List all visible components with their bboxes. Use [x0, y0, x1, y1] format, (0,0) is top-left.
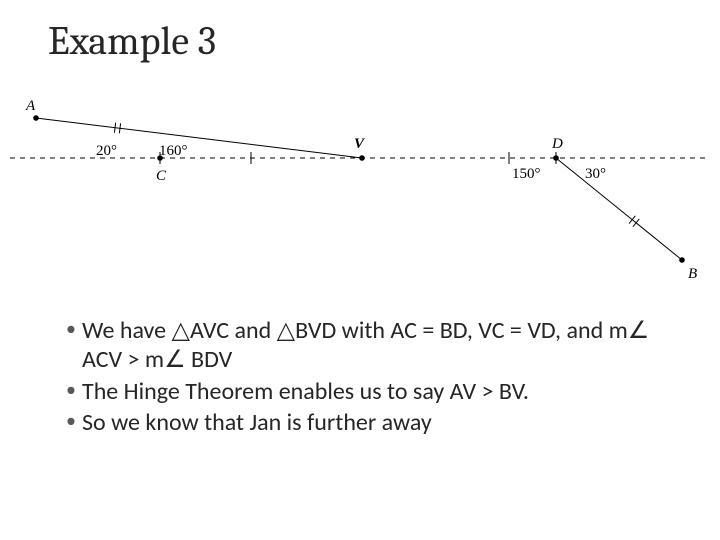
svg-text:B: B	[688, 266, 697, 282]
slide-title: Example 3	[48, 18, 216, 64]
svg-text:V: V	[354, 136, 366, 152]
svg-text:160°: 160°	[159, 143, 188, 159]
svg-text:D: D	[551, 136, 563, 152]
bullet-list: We have △AVC and △BVD with AC = BD, VC =…	[66, 316, 656, 439]
bullet-2: The Hinge Theorem enables us to say AV >…	[66, 377, 656, 406]
svg-text:A: A	[25, 98, 36, 114]
svg-text:C: C	[156, 168, 167, 184]
bullet-1: We have △AVC and △BVD with AC = BD, VC =…	[66, 316, 656, 375]
bullet-3: So we know that Jan is further away	[66, 408, 656, 437]
svg-text:20°: 20°	[96, 143, 117, 159]
svg-text:30°: 30°	[585, 166, 606, 182]
svg-text:150°: 150°	[512, 166, 541, 182]
geometry-diagram: A C V D B 20° 160° 150° 30°	[10, 96, 710, 286]
diagram-container: A C V D B 20° 160° 150° 30°	[10, 96, 710, 286]
bullet-1-text: We have △AVC and △BVD with AC = BD, VC =…	[82, 316, 649, 374]
